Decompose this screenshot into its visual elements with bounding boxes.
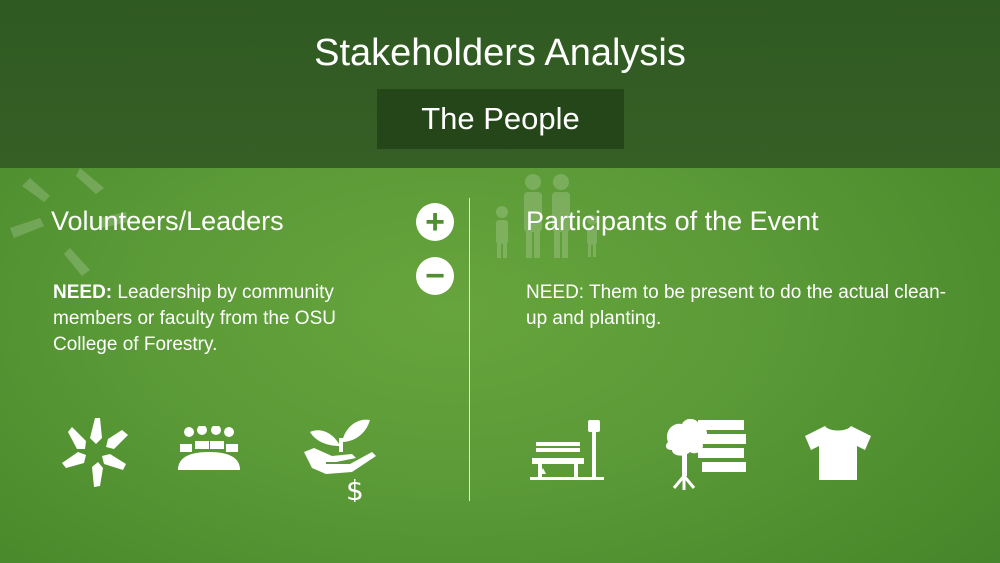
left-need-text: NEED: Leadership by community members or…: [53, 280, 398, 358]
hands-circle-icon: [62, 418, 128, 487]
left-heading: Volunteers/Leaders: [51, 206, 284, 236]
minus-icon: −: [425, 257, 445, 295]
tshirt-icon: [805, 426, 871, 480]
slide-title: Stakeholders Analysis: [314, 32, 686, 74]
expand-button[interactable]: +: [416, 203, 454, 241]
column-divider: [469, 198, 470, 501]
right-need-text: NEED: Them to be present to do the actua…: [526, 282, 946, 329]
left-need-body: Leadership by community members or facul…: [53, 282, 336, 355]
right-heading: Participants of the Event: [526, 206, 819, 236]
svg-text:$: $: [346, 474, 364, 502]
audience-icon: [178, 426, 240, 470]
slide-subtitle: The People: [377, 89, 624, 149]
family-watermark-icon: [496, 174, 597, 258]
plant-money-icon: $: [304, 419, 376, 502]
hands-watermark-icon: [10, 168, 128, 276]
tree-books-icon: [665, 418, 746, 490]
plus-icon: +: [425, 203, 445, 241]
subtitle-text: The People: [421, 101, 580, 136]
collapse-button[interactable]: −: [416, 257, 454, 295]
left-need-label: NEED:: [53, 282, 113, 303]
park-bench-icon: [530, 420, 604, 480]
